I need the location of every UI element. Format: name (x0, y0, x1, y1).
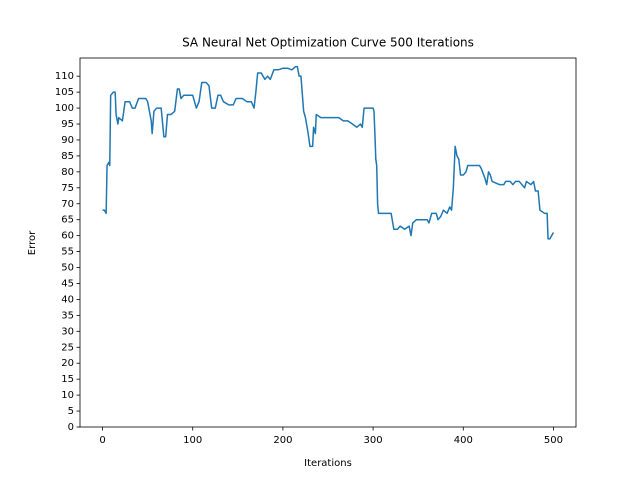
y-tick-label: 85 (61, 151, 74, 162)
y-tick-label: 105 (55, 87, 74, 98)
y-tick-label: 45 (61, 278, 74, 289)
x-axis-label: Iterations (304, 458, 352, 469)
y-tick-label: 25 (61, 342, 74, 353)
y-tick-label: 40 (61, 294, 74, 305)
x-tick-label: 200 (273, 435, 292, 446)
y-tick-label: 70 (61, 199, 74, 210)
x-tick-label: 100 (183, 435, 202, 446)
y-tick-label: 10 (61, 390, 74, 401)
y-tick-label: 95 (61, 119, 74, 130)
y-tick-label: 75 (61, 183, 74, 194)
chart-title: SA Neural Net Optimization Curve 500 Ite… (182, 36, 474, 50)
x-tick-label: 500 (544, 435, 563, 446)
y-tick-label: 100 (55, 103, 74, 114)
y-tick-label: 50 (61, 263, 74, 274)
x-tick-label: 300 (364, 435, 383, 446)
y-tick-label: 90 (61, 135, 74, 146)
y-tick-label: 30 (61, 326, 74, 337)
x-tick-label: 400 (454, 435, 473, 446)
y-axis-label: Error (27, 230, 38, 255)
y-tick-label: 35 (61, 310, 74, 321)
y-tick-label: 110 (55, 71, 74, 82)
plot-area (102, 65, 555, 240)
line-series (102, 65, 555, 240)
y-tick-label: 60 (61, 231, 74, 242)
x-tick-label: 0 (99, 435, 105, 446)
y-tick-label: 65 (61, 215, 74, 226)
y-tick-label: 15 (61, 374, 74, 385)
y-tick-label: 20 (61, 358, 74, 369)
y-tick-label: 5 (68, 406, 74, 417)
y-tick-label: 55 (61, 247, 74, 258)
y-tick-label: 0 (68, 422, 74, 433)
y-tick-label: 80 (61, 167, 74, 178)
axes-frame (79, 57, 577, 428)
